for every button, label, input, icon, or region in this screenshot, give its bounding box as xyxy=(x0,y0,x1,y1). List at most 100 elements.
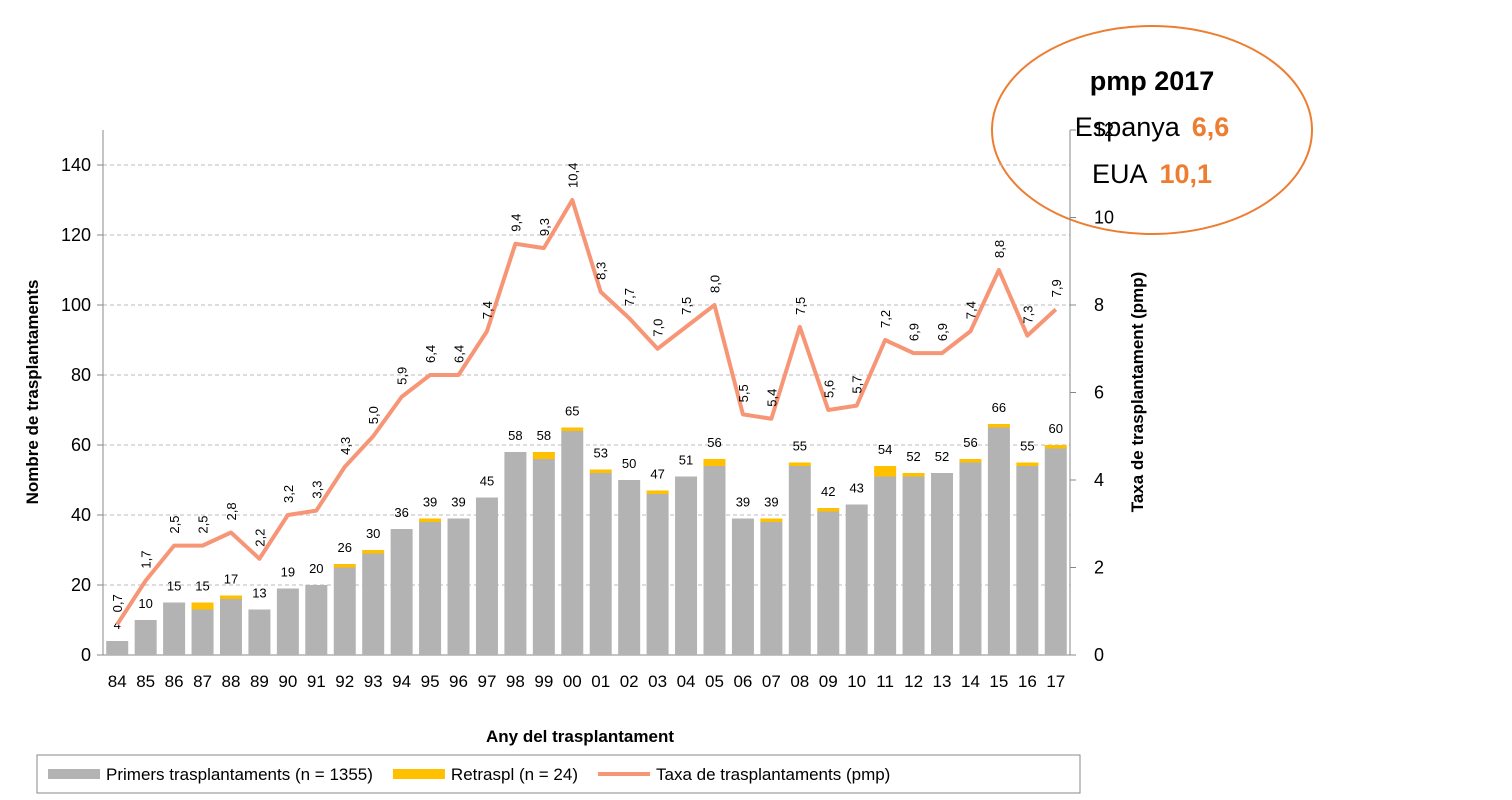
x-tick-label: 87 xyxy=(193,672,212,691)
x-tick-label: 13 xyxy=(933,672,952,691)
x-tick-label: 84 xyxy=(108,672,127,691)
bar xyxy=(191,602,214,610)
total-label: 30 xyxy=(366,526,380,541)
total-label: 54 xyxy=(878,442,892,457)
x-tick-label: 95 xyxy=(421,672,440,691)
total-label: 58 xyxy=(537,428,551,443)
x-tick-label: 02 xyxy=(620,672,639,691)
x-tick-label: 08 xyxy=(790,672,809,691)
total-label: 36 xyxy=(394,505,408,520)
total-label: 53 xyxy=(593,446,607,461)
rate-label: 9,3 xyxy=(537,218,552,236)
x-tick-label: 88 xyxy=(222,672,241,691)
legend-swatch xyxy=(392,769,445,779)
total-label: 15 xyxy=(195,579,209,594)
x-tick-label: 00 xyxy=(563,672,582,691)
x-tick-label: 14 xyxy=(961,672,980,691)
total-label: 4 xyxy=(114,617,121,632)
y-tick-label: 40 xyxy=(71,505,91,525)
legend-swatch xyxy=(48,769,100,779)
bar xyxy=(703,459,726,466)
bar xyxy=(788,462,811,466)
rate-label: 7,5 xyxy=(793,297,808,315)
y2-tick-label: 0 xyxy=(1094,645,1104,665)
bar xyxy=(447,518,470,655)
total-label: 20 xyxy=(309,561,323,576)
x-tick-label: 17 xyxy=(1046,672,1065,691)
x-tick-label: 98 xyxy=(506,672,525,691)
bar xyxy=(276,588,299,655)
rate-label: 9,4 xyxy=(508,214,523,232)
rate-label: 10,4 xyxy=(565,163,580,188)
total-label: 52 xyxy=(906,449,920,464)
bar xyxy=(987,427,1010,655)
total-label: 45 xyxy=(480,474,494,489)
rate-label: 7,0 xyxy=(651,319,666,337)
x-axis-title: Any del trasplantament xyxy=(486,727,674,746)
total-label: 56 xyxy=(707,435,721,450)
y2-tick-label: 6 xyxy=(1094,383,1104,403)
x-tick-label: 04 xyxy=(677,672,696,691)
rate-label: 6,9 xyxy=(907,323,922,341)
total-label: 39 xyxy=(423,495,437,510)
bar xyxy=(902,473,925,477)
bar xyxy=(931,473,954,655)
x-tick-label: 86 xyxy=(165,672,184,691)
bar xyxy=(874,476,897,655)
rate-label: 2,5 xyxy=(167,516,182,534)
rate-label: 7,2 xyxy=(878,310,893,328)
bar xyxy=(362,553,385,655)
total-label: 55 xyxy=(1020,439,1034,454)
bar xyxy=(219,599,242,655)
y-tick-label: 0 xyxy=(81,645,91,665)
y2-tick-label: 8 xyxy=(1094,295,1104,315)
bar xyxy=(646,494,669,655)
legend-label: Retraspl (n = 24) xyxy=(451,765,578,784)
total-label: 19 xyxy=(281,565,295,580)
bar xyxy=(1044,445,1067,449)
total-label: 17 xyxy=(224,572,238,587)
bar xyxy=(845,504,868,655)
bar xyxy=(561,427,584,431)
rate-label: 8,0 xyxy=(707,275,722,293)
y-tick-label: 60 xyxy=(71,435,91,455)
bar xyxy=(390,529,413,655)
bar xyxy=(959,462,982,655)
total-label: 10 xyxy=(138,596,152,611)
bar xyxy=(1016,466,1039,655)
annotation-title: pmp 2017 xyxy=(1090,66,1215,96)
total-label: 39 xyxy=(451,495,465,510)
rate-label: 6,4 xyxy=(452,345,467,363)
x-tick-label: 07 xyxy=(762,672,781,691)
x-tick-label: 01 xyxy=(591,672,610,691)
bar xyxy=(646,490,669,494)
x-tick-label: 99 xyxy=(534,672,553,691)
x-tick-label: 96 xyxy=(449,672,468,691)
bar xyxy=(475,497,498,655)
rate-label: 7,7 xyxy=(622,288,637,306)
rate-label: 7,3 xyxy=(1020,306,1035,324)
x-tick-label: 11 xyxy=(876,672,894,691)
rate-label: 7,5 xyxy=(679,297,694,315)
rate-label: 0,7 xyxy=(110,594,125,612)
x-tick-label: 89 xyxy=(250,672,269,691)
bar xyxy=(134,620,157,655)
bar xyxy=(675,476,698,655)
legend-label: Primers trasplantaments (n = 1355) xyxy=(106,765,373,784)
total-label: 65 xyxy=(565,404,579,419)
x-tick-label: 06 xyxy=(733,672,752,691)
bar xyxy=(1016,462,1039,466)
bar xyxy=(874,466,897,477)
x-tick-label: 16 xyxy=(1018,672,1037,691)
total-label: 42 xyxy=(821,484,835,499)
rate-label: 5,7 xyxy=(850,376,865,394)
y-tick-label: 80 xyxy=(71,365,91,385)
total-label: 43 xyxy=(849,481,863,496)
annotation-label: Espanya xyxy=(1075,112,1181,142)
total-label: 47 xyxy=(650,467,664,482)
x-tick-label: 03 xyxy=(648,672,667,691)
rate-label: 5,9 xyxy=(395,367,410,385)
x-tick-label: 92 xyxy=(335,672,354,691)
bar xyxy=(902,476,925,655)
x-tick-label: 12 xyxy=(904,672,923,691)
